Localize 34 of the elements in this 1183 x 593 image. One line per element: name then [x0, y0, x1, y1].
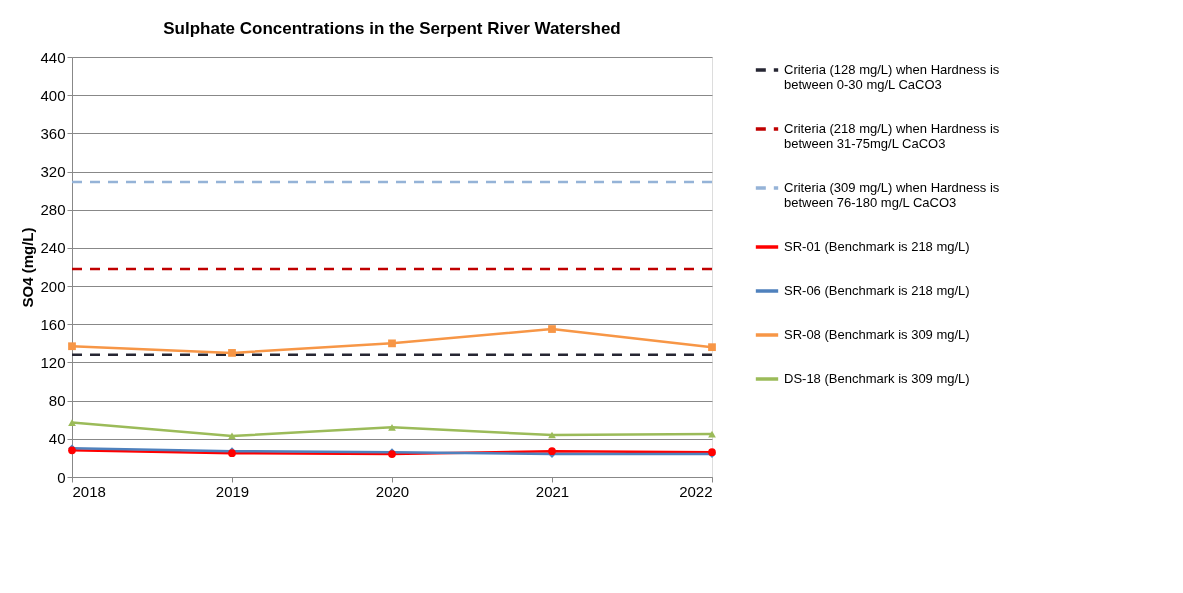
y-tick-label: 40	[48, 430, 66, 448]
x-tick-label: 2021	[535, 482, 570, 500]
point	[228, 432, 236, 440]
y-tick-label: 160	[40, 315, 66, 333]
y-tick-label: 400	[40, 86, 66, 104]
legend-label: Criteria (218 mg/L) when Hardness is between 31-75mg/L CaCO3	[784, 121, 1000, 151]
point	[68, 419, 76, 426]
legend-label: SR-01 (Benchmark is 218 mg/L)	[784, 239, 970, 254]
legend-label: SR-06 (Benchmark is 218 mg/L)	[784, 283, 970, 298]
y-tick-label: 120	[40, 353, 66, 371]
chart-title: Sulphate Concentrations in the Serpent River Watershed	[163, 19, 621, 38]
legend-label: Criteria (309 mg/L) when Hardness is between 76-180 mg/L CaCO3	[784, 180, 1000, 210]
point	[388, 339, 396, 348]
legend-label: SR-08 (Benchmark is 309 mg/L)	[784, 327, 970, 342]
point	[548, 325, 556, 333]
y-tick-label: 200	[40, 277, 66, 295]
point	[228, 349, 236, 357]
point	[708, 343, 716, 352]
y-tick-label: 440	[40, 48, 66, 66]
y-tick-label: 80	[48, 392, 66, 410]
x-tick-label: 2020	[375, 482, 410, 500]
y-tick-label: 280	[40, 201, 66, 219]
y-tick-label: 240	[40, 239, 66, 257]
y-axis-title: SO4 (mg/L)	[19, 227, 37, 308]
point	[388, 424, 396, 431]
legend-label: DS-18 (Benchmark is 309 mg/L)	[784, 371, 970, 386]
legend-label: Criteria (128 mg/L) when Hardness is between 0-30 mg/L CaCO3	[784, 62, 1000, 92]
x-tick-label: 2018	[72, 482, 106, 500]
x-tick-label: 2022	[679, 482, 713, 500]
y-tick-label: 320	[40, 163, 66, 181]
y-tick-label: 0	[57, 468, 66, 486]
point	[68, 342, 76, 351]
x-tick-label: 2019	[215, 482, 250, 500]
y-tick-label: 360	[40, 124, 66, 142]
